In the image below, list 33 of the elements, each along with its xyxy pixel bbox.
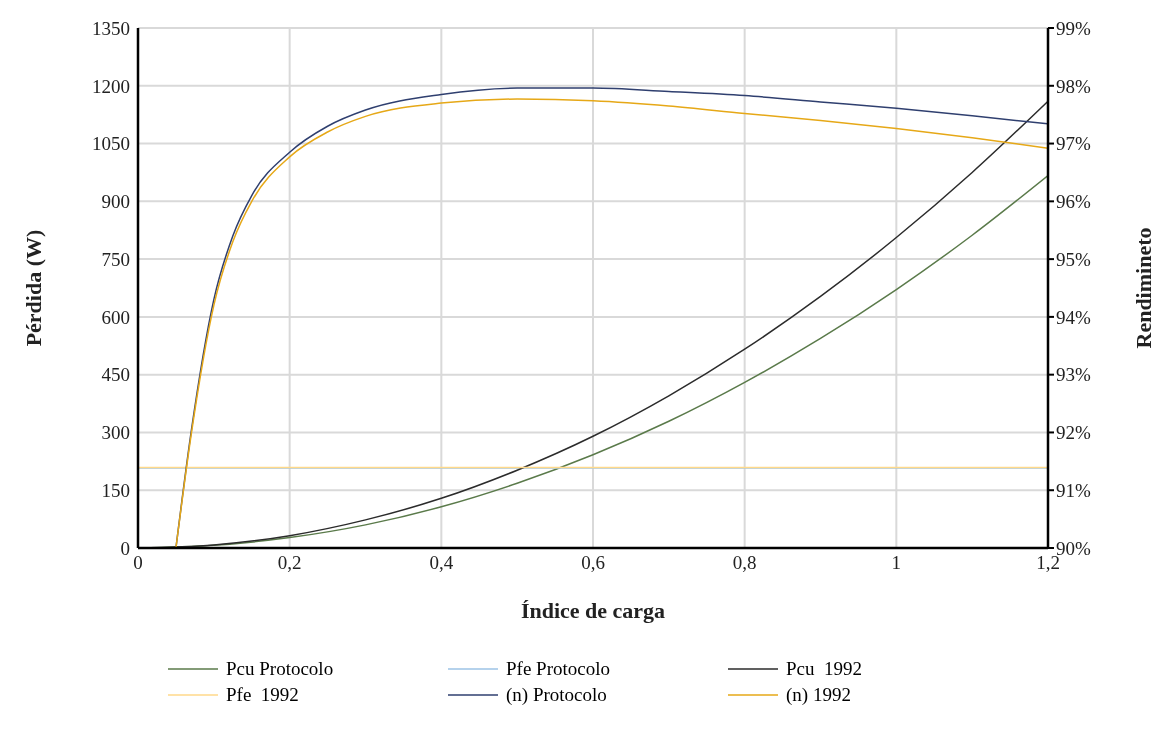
y-tick-label: 450 xyxy=(101,364,130,386)
legend-label: (n) Protocolo xyxy=(506,684,607,706)
y-tick-label: 1350 xyxy=(92,17,130,39)
x-tick-label: 0,2 xyxy=(277,552,302,574)
legend-label: Pcu 1992 xyxy=(786,658,862,680)
legend-label: Pfe Protocolo xyxy=(506,658,610,680)
legend-label: Pcu Protocolo xyxy=(226,658,334,680)
y2-tick-label: 97% xyxy=(1056,133,1091,155)
y2-tick-label: 96% xyxy=(1056,191,1091,213)
y2-tick-label: 99% xyxy=(1056,17,1091,39)
x-tick-label: 0,8 xyxy=(732,552,757,574)
y2-tick-label: 92% xyxy=(1056,422,1091,444)
y2-tick-label: 91% xyxy=(1056,479,1091,501)
y2-tick-label: 94% xyxy=(1056,306,1091,328)
x-tick-label: 1 xyxy=(891,552,902,574)
y-tick-label: 1200 xyxy=(92,75,130,97)
y-tick-label: 300 xyxy=(101,422,130,444)
x-tick-label: 0,4 xyxy=(429,552,454,574)
legend-label: (n) 1992 xyxy=(786,684,851,706)
y-tick-label: 900 xyxy=(101,191,130,213)
y2-tick-label: 95% xyxy=(1056,248,1091,270)
y-tick-label: 0 xyxy=(120,537,130,559)
y2-axis-title: Rendimineto xyxy=(1130,227,1156,349)
y-tick-label: 600 xyxy=(101,306,130,328)
x-tick-label: 0,6 xyxy=(581,552,605,574)
y2-tick-label: 93% xyxy=(1056,364,1091,386)
x-axis-title: Índice de carga xyxy=(520,598,666,623)
y-tick-label: 1050 xyxy=(92,133,130,155)
y-axis-title: Pérdida (W) xyxy=(20,229,46,347)
legend-label: Pfe 1992 xyxy=(226,684,299,706)
y-tick-label: 750 xyxy=(101,248,130,270)
y-tick-label: 150 xyxy=(101,479,130,501)
y2-tick-label: 98% xyxy=(1056,75,1091,97)
